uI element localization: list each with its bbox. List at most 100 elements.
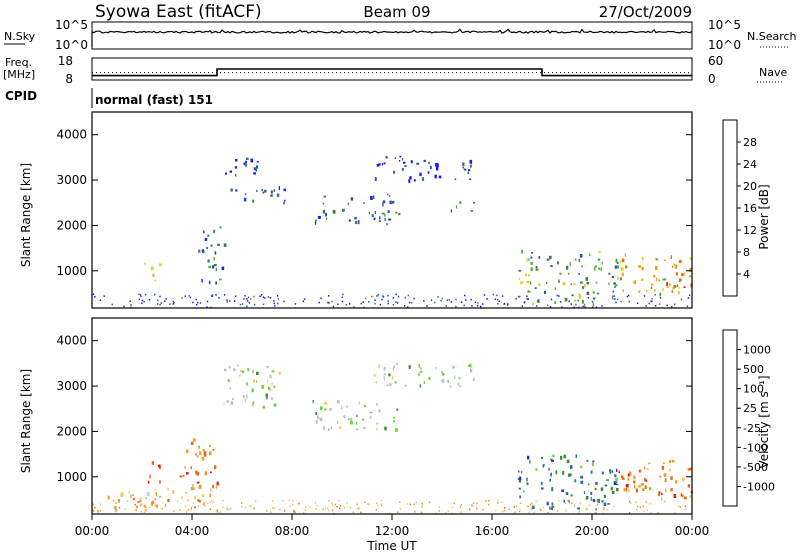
heatmap-cell: [458, 377, 461, 380]
heatmap-cell: [292, 503, 294, 506]
heatmap-cell: [315, 420, 318, 424]
heatmap-cell: [616, 261, 619, 264]
heatmap-cell: [649, 503, 651, 505]
heatmap-cell: [438, 175, 442, 179]
heatmap-cell: [535, 500, 537, 502]
heatmap-cell: [581, 299, 585, 304]
heatmap-cell: [328, 499, 330, 502]
heatmap-cell: [373, 217, 376, 221]
heatmap-cell: [678, 259, 682, 263]
heatmap-cell: [268, 388, 271, 391]
heatmap-cell: [476, 304, 479, 307]
heatmap-cell: [658, 493, 660, 497]
heatmap-cell: [558, 500, 560, 502]
heatmap-cell: [640, 278, 644, 282]
heatmap-cell: [568, 499, 570, 504]
heatmap-cell: [244, 506, 247, 509]
heatmap-cell: [568, 474, 570, 477]
heatmap-cell: [609, 471, 612, 474]
heatmap-cell: [327, 507, 329, 509]
freq-tick-high: 18: [58, 54, 73, 68]
heatmap-cell: [570, 303, 572, 305]
y-tick-label: 2000: [56, 424, 87, 438]
heatmap-cell: [192, 438, 196, 442]
heatmap-cell: [681, 273, 684, 277]
colorbar-tick-label: -500: [743, 461, 768, 474]
heatmap-cell: [623, 488, 626, 492]
heatmap-cell: [531, 252, 534, 254]
heatmap-cell: [342, 208, 345, 212]
heatmap-cell: [521, 249, 523, 254]
velocity-yaxis: 4000 3000 2000 1000: [56, 334, 692, 484]
heatmap-cell: [360, 511, 362, 514]
heatmap-cell: [388, 195, 391, 197]
heatmap-cell: [246, 157, 249, 160]
heatmap-cell: [230, 188, 233, 192]
heatmap-cell: [613, 286, 617, 288]
heatmap-cell: [151, 500, 155, 504]
heatmap-cell: [331, 504, 334, 506]
heatmap-cell: [376, 403, 379, 406]
heatmap-cell: [677, 291, 680, 295]
heatmap-cell: [483, 294, 486, 296]
heatmap-cell: [253, 172, 256, 175]
heatmap-cell: [159, 496, 161, 498]
heatmap-cell: [674, 303, 676, 306]
heatmap-cell: [270, 194, 273, 197]
heatmap-cell: [270, 190, 273, 194]
heatmap-cell: [201, 278, 203, 283]
heatmap-cell: [539, 509, 542, 511]
heatmap-cell: [227, 508, 229, 511]
heatmap-cell: [324, 401, 327, 405]
heatmap-cell: [601, 500, 604, 503]
heatmap-cell: [393, 420, 395, 423]
heatmap-cell: [204, 238, 208, 241]
heatmap-cell: [396, 302, 399, 304]
heatmap-cell: [471, 305, 473, 307]
heatmap-cell: [562, 470, 565, 475]
heatmap-cell: [638, 290, 641, 293]
heatmap-cell: [245, 382, 248, 385]
heatmap-cell: [203, 453, 207, 457]
heatmap-cell: [276, 295, 279, 297]
heatmap-cell: [571, 294, 574, 297]
heatmap-cell: [560, 455, 563, 460]
heatmap-cell: [556, 510, 559, 513]
heatmap-cell: [663, 473, 667, 477]
heatmap-cell: [594, 487, 597, 491]
heatmap-cell: [664, 278, 667, 281]
heatmap-cell: [659, 292, 662, 297]
heatmap-cell: [635, 501, 637, 504]
heatmap-cell: [207, 234, 210, 237]
heatmap-cell: [537, 268, 539, 271]
heatmap-cell: [255, 380, 258, 383]
heatmap-cell: [195, 298, 197, 301]
heatmap-cell: [460, 504, 462, 506]
heatmap-cell: [134, 504, 136, 506]
heatmap-cell: [317, 216, 321, 219]
heatmap-cell: [251, 404, 254, 407]
heatmap-cell: [689, 267, 692, 272]
heatmap-cell: [664, 259, 666, 261]
heatmap-cell: [230, 507, 232, 510]
nsearch-tick-high: 10^5: [708, 18, 741, 32]
heatmap-cell: [387, 193, 389, 196]
heatmap-cell: [292, 510, 295, 513]
heatmap-cell: [420, 511, 423, 514]
heatmap-cell: [577, 299, 579, 302]
heatmap-cell: [612, 505, 615, 508]
heatmap-cell: [369, 411, 373, 414]
heatmap-cell: [682, 477, 685, 482]
heatmap-cell: [319, 417, 323, 422]
heatmap-cell: [265, 393, 268, 397]
heatmap-cell: [518, 277, 521, 280]
heatmap-cell: [650, 512, 652, 514]
heatmap-cell: [615, 258, 618, 263]
heatmap-cell: [386, 384, 389, 387]
heatmap-cell: [669, 468, 671, 472]
heatmap-cell: [636, 302, 639, 305]
heatmap-cell: [671, 459, 675, 463]
heatmap-cell: [167, 488, 169, 491]
heatmap-cell: [164, 505, 167, 508]
heatmap-cell: [159, 480, 161, 484]
